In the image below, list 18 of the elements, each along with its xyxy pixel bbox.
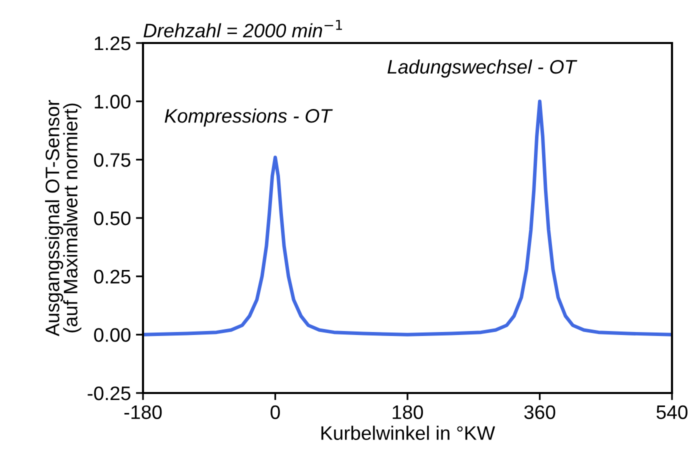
chart-title: Drehzahl = 2000 min$^{−1}$	[144, 20, 342, 38]
y-tick-label: 0.50	[94, 211, 130, 226]
x-tick-label: -180	[124, 405, 162, 420]
annotation: Kompressions - OT	[164, 108, 333, 127]
y-tick-label: -0.25	[88, 386, 130, 400]
y-tick-label: 0.00	[94, 328, 130, 342]
y-tick-label: 1.25	[94, 36, 130, 50]
x-tick-label: 540	[656, 405, 688, 420]
x-tick-label: 0	[270, 405, 280, 420]
y-tick-label: 0.75	[94, 153, 130, 167]
x-tick-label: 180	[392, 405, 423, 420]
y-axis-title: Ausgangssignal OT-Sensor (auf Maximalwert normiert)	[45, 100, 82, 336]
x-axis-title: Kurbelwinkel in °KW	[321, 426, 496, 440]
annotation: Ladungswechsel - OT	[388, 59, 578, 78]
line-series	[143, 100, 672, 336]
y-tick-label: 0.25	[94, 270, 130, 284]
y-tick-label: 1.00	[94, 94, 130, 109]
x-tick-label: 360	[524, 405, 556, 420]
